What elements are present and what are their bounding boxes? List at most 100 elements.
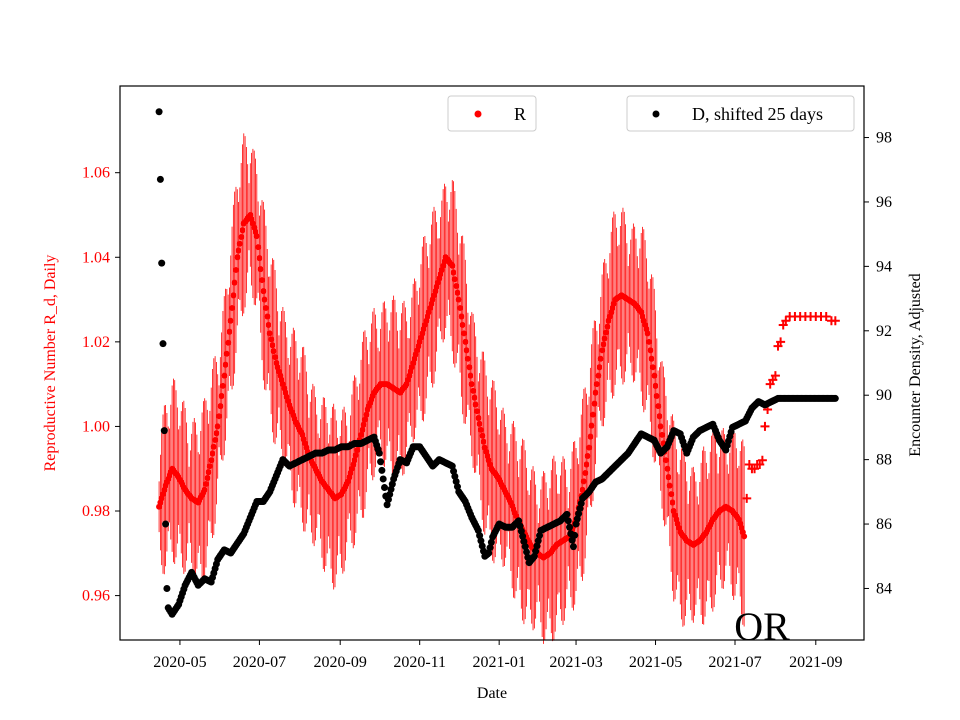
legend-d-label: D, shifted 25 days: [692, 104, 823, 124]
y-right-tick-label: 86: [876, 516, 892, 533]
r-data-point: [351, 457, 358, 464]
r-data-point: [475, 414, 482, 421]
r-data-point: [647, 347, 654, 354]
d-data-point: [381, 484, 389, 492]
r-data-point: [363, 411, 370, 418]
legend-r-box: [447, 95, 537, 132]
r-data-point: [593, 381, 600, 388]
x-tick-label: 2020-11: [393, 654, 446, 671]
x-tick-label: 2020-09: [314, 654, 367, 671]
r-data-point: [352, 452, 359, 459]
r-data-point: [255, 244, 262, 251]
d-data-point: [523, 548, 531, 556]
x-tick-label: 2021-01: [473, 654, 526, 671]
r-data-point: [666, 482, 673, 489]
d-data-point: [160, 427, 168, 435]
r-data-point: [202, 480, 209, 487]
r-data-point: [648, 355, 655, 362]
r-data-point: [265, 321, 272, 328]
x-axis-label: Date: [477, 685, 507, 702]
x-tick-label: 2021-05: [629, 654, 682, 671]
x-tick-label: 2020-05: [153, 654, 206, 671]
r-data-point: [466, 364, 473, 371]
r-data-point: [227, 317, 234, 324]
r-data-point: [229, 305, 236, 312]
y-right-tick-label: 98: [876, 130, 892, 147]
y-left-tick-label: 1.00: [82, 418, 110, 435]
legend-d: D, shifted 25 days: [626, 95, 855, 132]
r-data-point: [231, 279, 238, 286]
r-data-point: [656, 413, 663, 420]
r-data-point: [213, 430, 220, 437]
r-series: [156, 211, 748, 561]
r-data-point: [262, 305, 269, 312]
plot-area: [155, 108, 840, 644]
r-data-point: [587, 433, 594, 440]
r-data-point: [462, 338, 469, 345]
r-data-point: [360, 421, 367, 428]
r-projected-point: [770, 371, 780, 381]
d-data-point: [486, 544, 494, 552]
y-right-tick-label: 92: [876, 323, 892, 340]
r-data-point: [216, 413, 223, 420]
legend-d-box: [626, 95, 855, 132]
r-data-point: [230, 292, 237, 299]
r-data-point: [217, 403, 224, 410]
r-data-point: [236, 240, 243, 247]
y-right-tick-label: 94: [876, 258, 892, 275]
r-data-point: [225, 339, 232, 346]
d-data-point: [831, 394, 839, 402]
r-data-point: [668, 491, 675, 498]
r-data-point: [655, 403, 662, 410]
r-data-point: [741, 533, 748, 540]
r-data-point: [201, 486, 208, 493]
r-data-point: [257, 266, 264, 273]
r-data-point: [467, 372, 474, 379]
r-data-point: [212, 436, 219, 443]
r-data-point: [219, 382, 226, 389]
r-data-point: [463, 347, 470, 354]
r-data-point: [232, 266, 239, 273]
r-data-point: [209, 450, 216, 457]
r-data-point: [226, 328, 233, 335]
r-data-point: [266, 330, 273, 337]
r-data-point: [239, 227, 246, 234]
d-data-point: [159, 340, 167, 348]
r-data-point: [477, 426, 484, 433]
r-data-point: [222, 361, 229, 368]
r-data-point: [580, 478, 587, 485]
r-data-point: [260, 288, 267, 295]
r-data-point: [269, 342, 276, 349]
d-data-point: [563, 510, 571, 518]
d-data-point: [378, 466, 386, 474]
r-data-point: [208, 457, 215, 464]
r-data-point: [651, 372, 658, 379]
r-data-point: [597, 355, 604, 362]
d-data-point: [485, 549, 493, 557]
r-data-point: [221, 372, 228, 379]
axis-ticks: 2020-05 2020-07 2020-09 2020-11 2021-01 2021-…: [82, 130, 892, 671]
r-data-point: [596, 364, 603, 371]
r-data-point: [238, 233, 245, 240]
x-tick-label: 2021-09: [789, 654, 842, 671]
r-data-point: [479, 432, 486, 439]
r-data-point: [464, 355, 471, 362]
r-data-point: [657, 423, 664, 430]
r-data-point: [361, 416, 368, 423]
d-data-point: [566, 523, 574, 531]
r-data-point: [664, 465, 671, 472]
x-tick-label: 2021-07: [708, 654, 761, 671]
r-data-point: [583, 461, 590, 468]
y-left-tick-label: 0.98: [82, 503, 110, 520]
r-data-point: [470, 387, 477, 394]
r-data-point: [359, 426, 366, 433]
d-data-point: [521, 543, 529, 551]
r-data-point: [599, 347, 606, 354]
d-data-point: [377, 458, 385, 466]
y-axis-left-label: Reproductive Number R_d, Daily: [42, 255, 59, 472]
legend-r: R: [447, 95, 537, 132]
r-data-point: [649, 364, 656, 371]
d-data-point: [569, 543, 577, 551]
r-data-point: [474, 408, 481, 415]
